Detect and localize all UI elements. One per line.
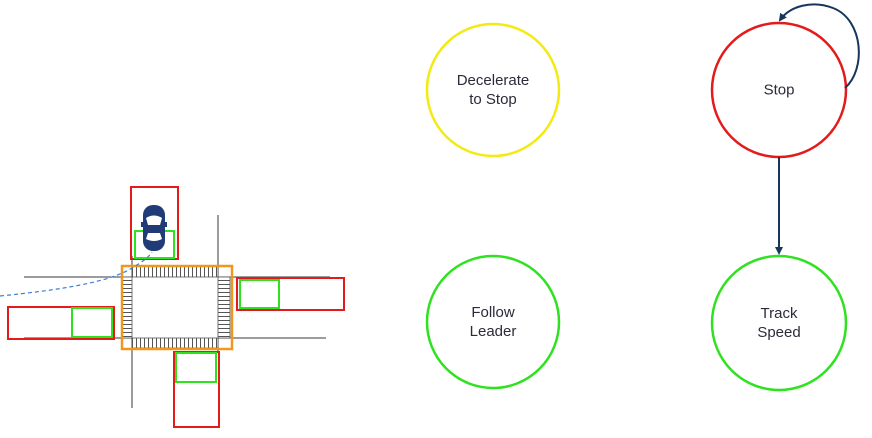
intersection-box xyxy=(122,266,232,349)
west-approach-zone xyxy=(8,307,114,339)
east-stop-zone xyxy=(240,280,279,308)
intersection-illustration xyxy=(0,187,344,427)
state-label-line1: Stop xyxy=(764,81,795,100)
state-label-line1: Follow xyxy=(470,303,517,322)
crosswalk-east xyxy=(218,277,230,338)
state-label-line2: to Stop xyxy=(457,90,530,109)
crosswalk-west xyxy=(122,277,132,338)
state-label-stop: Stop xyxy=(764,81,795,100)
state-label-decelerate-to-stop: Decelerate to Stop xyxy=(457,71,530,109)
state-label-track-speed: Track Speed xyxy=(757,304,800,342)
state-label-line2: Leader xyxy=(470,322,517,341)
car-icon xyxy=(141,205,167,251)
state-label-line1: Track xyxy=(757,304,800,323)
transition-stop-self-loop xyxy=(780,4,859,88)
south-approach-zone xyxy=(174,352,219,427)
crosswalk-north xyxy=(132,266,218,277)
west-stop-zone xyxy=(72,308,112,337)
state-label-follow-leader: Follow Leader xyxy=(470,303,517,341)
south-stop-zone xyxy=(176,353,216,382)
state-label-line1: Decelerate xyxy=(457,71,530,90)
crosswalk-south xyxy=(132,338,218,348)
east-approach-zone xyxy=(237,278,344,310)
state-label-line2: Speed xyxy=(757,323,800,342)
